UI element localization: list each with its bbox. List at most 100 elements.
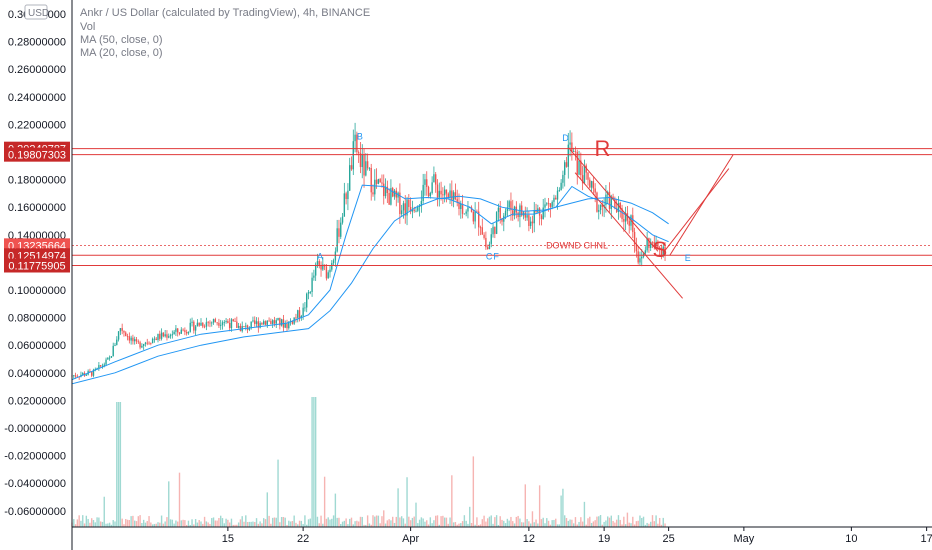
candle-body [279,317,281,326]
volume-bar [374,516,376,527]
volume-bar [501,519,503,527]
y-axis[interactable]: 0.300000000.280000000.260000000.24000000… [4,0,73,550]
volume-bar [608,517,611,527]
candle-body [343,193,346,217]
candle-body [476,211,478,213]
volume-bar [271,517,274,527]
volume-bar [248,521,251,527]
candle-body [560,182,562,191]
volume-bar [409,520,412,527]
candle-body [497,207,500,213]
candle-body [126,336,129,337]
candle-body [164,334,166,337]
volume-bar [220,515,222,527]
volume-bar [173,523,175,527]
candle-body [288,321,290,329]
candle-body [234,321,236,322]
candle-body [218,322,220,326]
candle-body [531,221,534,224]
candle-body [614,198,616,209]
candle-body [417,206,419,211]
volume-bar [470,522,473,527]
candle-body [329,269,331,273]
candle-body [368,167,371,169]
volume-bar [598,516,600,527]
volume-bar [98,517,100,527]
volume-bar [515,516,518,527]
volume-bar [601,524,604,527]
volume-bar [148,516,150,527]
volume-bar [492,523,494,527]
volume-bar [121,518,123,527]
volume-bar [193,524,195,527]
candle-body [214,319,217,323]
volume-bar [590,522,593,527]
volume-bar [452,522,455,527]
volume-bar [655,515,657,527]
candle-body [540,215,543,220]
candle-body [198,322,200,326]
volume-bar [323,476,326,527]
volume-bar [92,520,95,527]
x-tick-label: 25 [663,533,675,545]
candle-body [660,248,663,256]
candle-body [255,321,258,324]
candle-body [512,210,514,216]
volume-bar [110,524,113,527]
channel-line[interactable] [574,172,683,299]
volume-bar [313,397,315,527]
volume-bar [297,524,299,527]
volume-bar [458,523,460,527]
volume-bar [424,521,426,527]
volume-bar [80,520,82,527]
candle-body [508,201,510,208]
candle-body [486,247,489,250]
volume-bar [522,522,525,527]
volume-bar [447,523,449,527]
candle-body [418,206,421,207]
volume-bar [280,517,283,527]
candle-body [553,197,555,202]
volume-bar [607,516,609,527]
x-axis[interactable]: 15 22 Apr 12 19 25 May 10 17 [72,526,932,545]
drawings[interactable] [72,147,932,299]
volume-bar [198,520,200,527]
candle-body [650,241,652,248]
volume-bar [91,518,93,527]
volume-bar [363,524,365,527]
candle-body [392,188,394,197]
volume-bar [521,522,523,527]
volume-bar [194,519,197,527]
y-tick-label: 0.04000000 [8,368,66,380]
volume-bar [623,516,625,527]
candle-body [177,328,179,333]
volume-bar [626,512,629,527]
volume-bar [185,524,188,527]
volume-bar [135,521,138,527]
candle-body [220,324,222,326]
volume-bar [203,516,206,527]
volume-bar [132,515,134,527]
volume-bar [241,516,243,527]
channel-line[interactable] [568,147,659,252]
volume-bar [411,517,414,527]
volume-bar [293,515,295,527]
projection-line[interactable] [662,168,730,254]
candle-body [74,375,77,377]
candle-body [331,263,333,270]
volume-bar [164,521,166,527]
volume-bar [644,524,647,527]
volume-bar [377,515,380,527]
candle-body [273,320,276,324]
volume-bar [209,523,211,527]
volume-bar [141,522,143,527]
annotations: A B C F D E R S DOWND CHNL [317,132,691,263]
candle-body [528,215,530,226]
projection-line[interactable] [669,154,734,256]
candle-body [313,275,315,278]
volume-bar [259,521,261,527]
candle-body [544,204,546,208]
currency-badge[interactable] [24,4,48,20]
candle-body [277,317,279,321]
